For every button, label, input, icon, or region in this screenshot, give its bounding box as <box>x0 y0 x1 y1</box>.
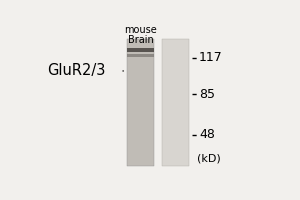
Bar <box>127 39 154 166</box>
Text: mouse: mouse <box>124 25 157 35</box>
Bar <box>162 39 189 166</box>
Text: Brain: Brain <box>128 35 153 45</box>
Text: 48: 48 <box>199 128 215 141</box>
Text: GluR2/3: GluR2/3 <box>47 63 105 78</box>
Text: 117: 117 <box>199 51 223 64</box>
Bar <box>127 48 154 52</box>
Text: (kD): (kD) <box>197 154 220 164</box>
Bar <box>127 54 154 57</box>
Text: 85: 85 <box>199 88 215 101</box>
